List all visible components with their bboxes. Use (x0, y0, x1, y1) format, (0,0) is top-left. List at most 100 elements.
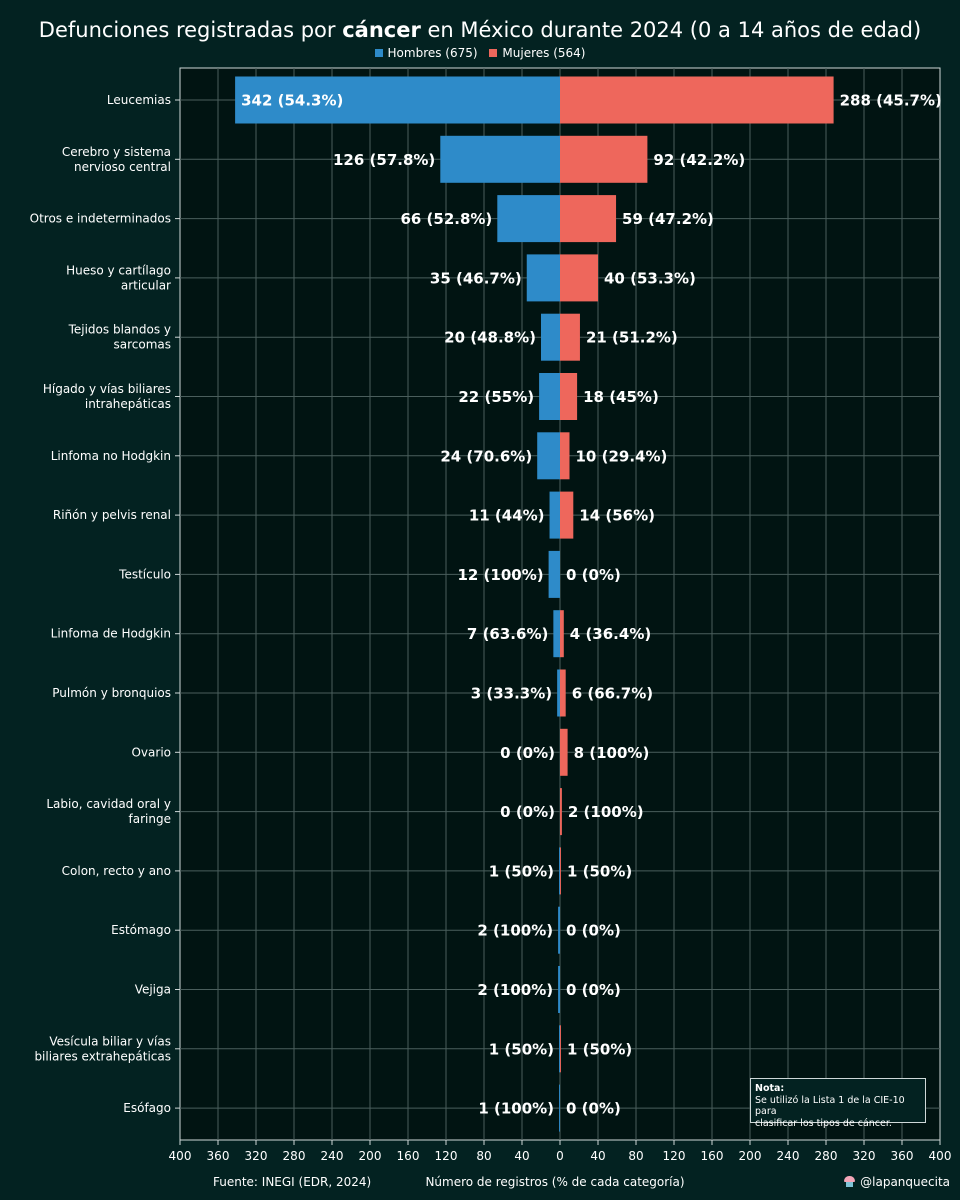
x-tick-label: 160 (701, 1149, 724, 1163)
data-label-men: 20 (48.8%) (444, 329, 536, 347)
data-label-women: 59 (47.2%) (622, 210, 714, 228)
category-label: Otros e indeterminados (30, 212, 171, 226)
bar-men (497, 195, 560, 243)
bar-men (549, 491, 560, 539)
data-label-women: 1 (50%) (567, 862, 632, 880)
data-label-men: 2 (100%) (477, 922, 553, 940)
bar-men (541, 313, 560, 361)
bar-women (560, 135, 648, 183)
legend-swatch-women (489, 49, 498, 57)
bar-women (560, 669, 566, 717)
x-tick-label: 280 (283, 1149, 306, 1163)
category-label: Hígado y vías biliares (43, 382, 171, 396)
data-label-men: 342 (54.3%) (241, 92, 343, 110)
data-label-men: 0 (0%) (500, 744, 555, 762)
data-label-women: 6 (66.7%) (572, 685, 653, 703)
author-handle-text: @lapanquecita (860, 1175, 950, 1189)
category-label: Riñón y pelvis renal (53, 508, 171, 522)
x-tick-label: 240 (321, 1149, 344, 1163)
bar-women (560, 1025, 561, 1073)
category-label: faringe (129, 812, 171, 826)
data-label-women: 92 (42.2%) (653, 151, 745, 169)
title-suffix: en México durante 2024 (0 a 14 años de e… (420, 18, 922, 42)
category-label: nervioso central (74, 160, 171, 174)
x-tick-label: 320 (245, 1149, 268, 1163)
note-box: Nota: Se utilizó la Lista 1 de la CIE-10… (750, 1078, 926, 1129)
data-label-women: 0 (0%) (566, 922, 621, 940)
category-label: Pulmón y bronquios (52, 686, 171, 700)
bar-men (558, 966, 560, 1013)
cupcake-icon (844, 1176, 856, 1187)
bar-women (560, 254, 598, 302)
author-handle: @lapanquecita (844, 1175, 950, 1189)
data-label-women: 10 (29.4%) (576, 447, 668, 465)
category-label: Leucemias (107, 93, 171, 107)
category-label: Linfoma no Hodgkin (51, 449, 171, 463)
data-label-men: 0 (0%) (500, 803, 555, 821)
bar-women (560, 847, 561, 895)
data-label-women: 2 (100%) (568, 803, 644, 821)
bar-men (553, 610, 560, 658)
bar-women (560, 788, 562, 836)
x-tick-label: 160 (397, 1149, 420, 1163)
data-label-men: 12 (100%) (457, 566, 543, 584)
bar-women (560, 728, 568, 776)
title-bold: cáncer (342, 18, 421, 42)
x-tick-label: 400 (169, 1149, 192, 1163)
bar-men (559, 847, 560, 895)
bar-women (560, 195, 617, 243)
data-label-men: 35 (46.7%) (430, 269, 522, 287)
bar-women (560, 373, 578, 420)
data-label-men: 66 (52.8%) (400, 210, 492, 228)
category-label: biliares extrahepáticas (34, 1049, 171, 1063)
bar-men (440, 135, 560, 183)
bar-men (557, 669, 560, 717)
category-label: Estómago (111, 923, 171, 937)
x-tick-label: 40 (514, 1149, 529, 1163)
bar-women (560, 432, 570, 480)
bar-men (526, 254, 560, 302)
title-prefix: Defunciones registradas por (38, 18, 343, 42)
data-label-women: 14 (56%) (579, 507, 655, 525)
x-tick-label: 240 (777, 1149, 800, 1163)
x-tick-label: 80 (476, 1149, 491, 1163)
category-label: Ovario (131, 745, 171, 759)
category-label: articular (121, 278, 171, 292)
data-label-men: 3 (33.3%) (471, 685, 552, 703)
bar-men (539, 373, 560, 420)
chart-title: Defunciones registradas por cáncer en Mé… (0, 18, 960, 42)
category-label: Esófago (123, 1101, 171, 1115)
data-label-men: 11 (44%) (469, 507, 545, 525)
data-label-women: 1 (50%) (567, 1040, 632, 1058)
note-line-2: clasificar los tipos de cáncer. (755, 1117, 892, 1129)
legend-swatch-men (374, 49, 383, 57)
bar-men (548, 550, 560, 598)
x-tick-label: 40 (590, 1149, 605, 1163)
category-label: Tejidos blandos y (68, 323, 171, 337)
data-label-men: 2 (100%) (477, 981, 553, 999)
bar-men (537, 432, 560, 480)
category-label: Linfoma de Hodgkin (51, 627, 171, 641)
data-label-men: 24 (70.6%) (440, 447, 532, 465)
bar-men (558, 906, 560, 954)
data-label-women: 0 (0%) (566, 566, 621, 584)
x-tick-label: 120 (663, 1149, 686, 1163)
bar-men (559, 1084, 560, 1132)
x-tick-label: 360 (891, 1149, 914, 1163)
category-label: Vesícula biliar y vías (49, 1034, 171, 1048)
data-label-men: 1 (100%) (478, 1100, 554, 1118)
bar-men (235, 76, 560, 124)
category-label: Testículo (118, 567, 171, 581)
x-tick-label: 400 (929, 1149, 952, 1163)
note-heading: Nota: (755, 1083, 785, 1094)
category-label: sarcomas (113, 338, 171, 352)
x-tick-label: 280 (815, 1149, 838, 1163)
data-label-men: 1 (50%) (489, 862, 554, 880)
data-label-men: 126 (57.8%) (333, 151, 435, 169)
data-label-women: 40 (53.3%) (604, 269, 696, 287)
data-label-women: 4 (36.4%) (570, 625, 651, 643)
category-label: Colon, recto y ano (62, 864, 171, 878)
x-tick-label: 80 (628, 1149, 643, 1163)
x-tick-label: 200 (359, 1149, 382, 1163)
